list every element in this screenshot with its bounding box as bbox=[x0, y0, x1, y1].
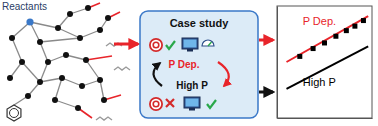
target-ring bbox=[152, 100, 159, 107]
computer-icon bbox=[182, 38, 198, 52]
network-edge bbox=[80, 30, 100, 38]
upper-label: P Dep. bbox=[169, 59, 200, 70]
data-point bbox=[352, 24, 357, 29]
network-node bbox=[79, 83, 85, 89]
network-node bbox=[19, 59, 25, 65]
target-ring bbox=[154, 43, 158, 47]
monitor bbox=[184, 97, 200, 108]
gauge-needle bbox=[208, 42, 212, 46]
case-study-title: Case study bbox=[170, 17, 230, 29]
network-edge bbox=[66, 55, 86, 60]
network-node bbox=[37, 39, 43, 45]
network-edge bbox=[12, 22, 30, 38]
cross-icon bbox=[166, 99, 174, 107]
data-point bbox=[322, 40, 327, 45]
network-node bbox=[85, 5, 91, 11]
network-node bbox=[75, 105, 81, 111]
network-edge bbox=[12, 38, 22, 62]
stand bbox=[189, 108, 195, 111]
reaction-network bbox=[7, 3, 130, 121]
data-point bbox=[311, 46, 316, 51]
gauge-icon bbox=[202, 40, 214, 46]
target-icon bbox=[149, 97, 163, 111]
y-axis bbox=[277, 7, 278, 119]
network-edge bbox=[10, 62, 22, 78]
network-node bbox=[55, 25, 61, 31]
screen bbox=[184, 40, 197, 48]
plot-frame bbox=[277, 6, 372, 118]
network-edge bbox=[100, 80, 104, 100]
network-node bbox=[83, 57, 89, 63]
network-node bbox=[52, 97, 58, 103]
data-point bbox=[344, 28, 349, 33]
check-icon bbox=[166, 41, 175, 49]
target-ring bbox=[149, 38, 163, 52]
benzene-ring-inner bbox=[10, 109, 19, 118]
flow-arrow bbox=[114, 43, 138, 46]
series-line bbox=[287, 46, 369, 89]
cycle-arrow bbox=[218, 62, 229, 86]
product-molecule bbox=[114, 67, 130, 70]
network-node bbox=[77, 35, 83, 41]
network-node bbox=[25, 93, 31, 99]
target-ring bbox=[151, 40, 161, 50]
reactant-node bbox=[26, 18, 33, 25]
network-node bbox=[101, 97, 107, 103]
network-edge bbox=[40, 38, 80, 42]
network-edge bbox=[22, 62, 40, 82]
monitor bbox=[182, 38, 198, 49]
network-edge bbox=[62, 78, 82, 86]
axis-line bbox=[277, 7, 278, 119]
network-edge bbox=[55, 78, 62, 100]
network-edge bbox=[40, 78, 62, 82]
target-ring bbox=[149, 97, 163, 111]
target-ring bbox=[152, 41, 159, 48]
screen bbox=[186, 99, 199, 107]
network-node bbox=[45, 59, 51, 65]
case-study-frame bbox=[140, 11, 258, 118]
network-edge bbox=[40, 62, 48, 82]
case-study-box: Case study P Dep. High P bbox=[140, 11, 258, 118]
computer-icon bbox=[184, 97, 200, 111]
network-edge-red bbox=[86, 56, 112, 60]
flow-arrow bbox=[259, 39, 273, 42]
graphical-abstract: Reactants Case study P Dep. High P P Dep. Hig… bbox=[0, 0, 378, 126]
network-node bbox=[97, 77, 103, 83]
x-axis bbox=[278, 118, 373, 119]
lower-label: High P bbox=[176, 80, 208, 91]
network-edge bbox=[40, 42, 48, 62]
cycle-arrow bbox=[153, 63, 162, 86]
data-point bbox=[361, 18, 366, 23]
network-node bbox=[37, 79, 43, 85]
target-ring bbox=[151, 99, 161, 109]
network-label: Reactants bbox=[2, 1, 47, 12]
network-node bbox=[63, 52, 69, 58]
network-node bbox=[105, 15, 111, 21]
network-node bbox=[7, 75, 13, 81]
stand bbox=[187, 49, 193, 52]
axis-line bbox=[278, 118, 373, 119]
network-node bbox=[59, 75, 65, 81]
check-icon bbox=[207, 100, 216, 108]
network-node bbox=[9, 35, 15, 41]
product-molecule bbox=[96, 117, 112, 120]
series-label: P Dep. bbox=[303, 15, 336, 27]
target-ring bbox=[154, 102, 158, 106]
benzene-ring bbox=[7, 105, 21, 121]
series-label: High P bbox=[303, 76, 336, 88]
network-edge bbox=[30, 22, 58, 28]
data-point bbox=[297, 54, 302, 59]
flow-arrow bbox=[259, 91, 273, 94]
target-icon bbox=[149, 38, 163, 52]
network-edge bbox=[86, 60, 100, 80]
network-edge bbox=[58, 28, 80, 38]
chart: P Dep. High P bbox=[277, 6, 373, 119]
network-node bbox=[97, 27, 103, 33]
gauge-dial bbox=[202, 40, 214, 46]
network-edge bbox=[55, 100, 78, 108]
data-point bbox=[333, 34, 338, 39]
network-node bbox=[67, 11, 73, 17]
